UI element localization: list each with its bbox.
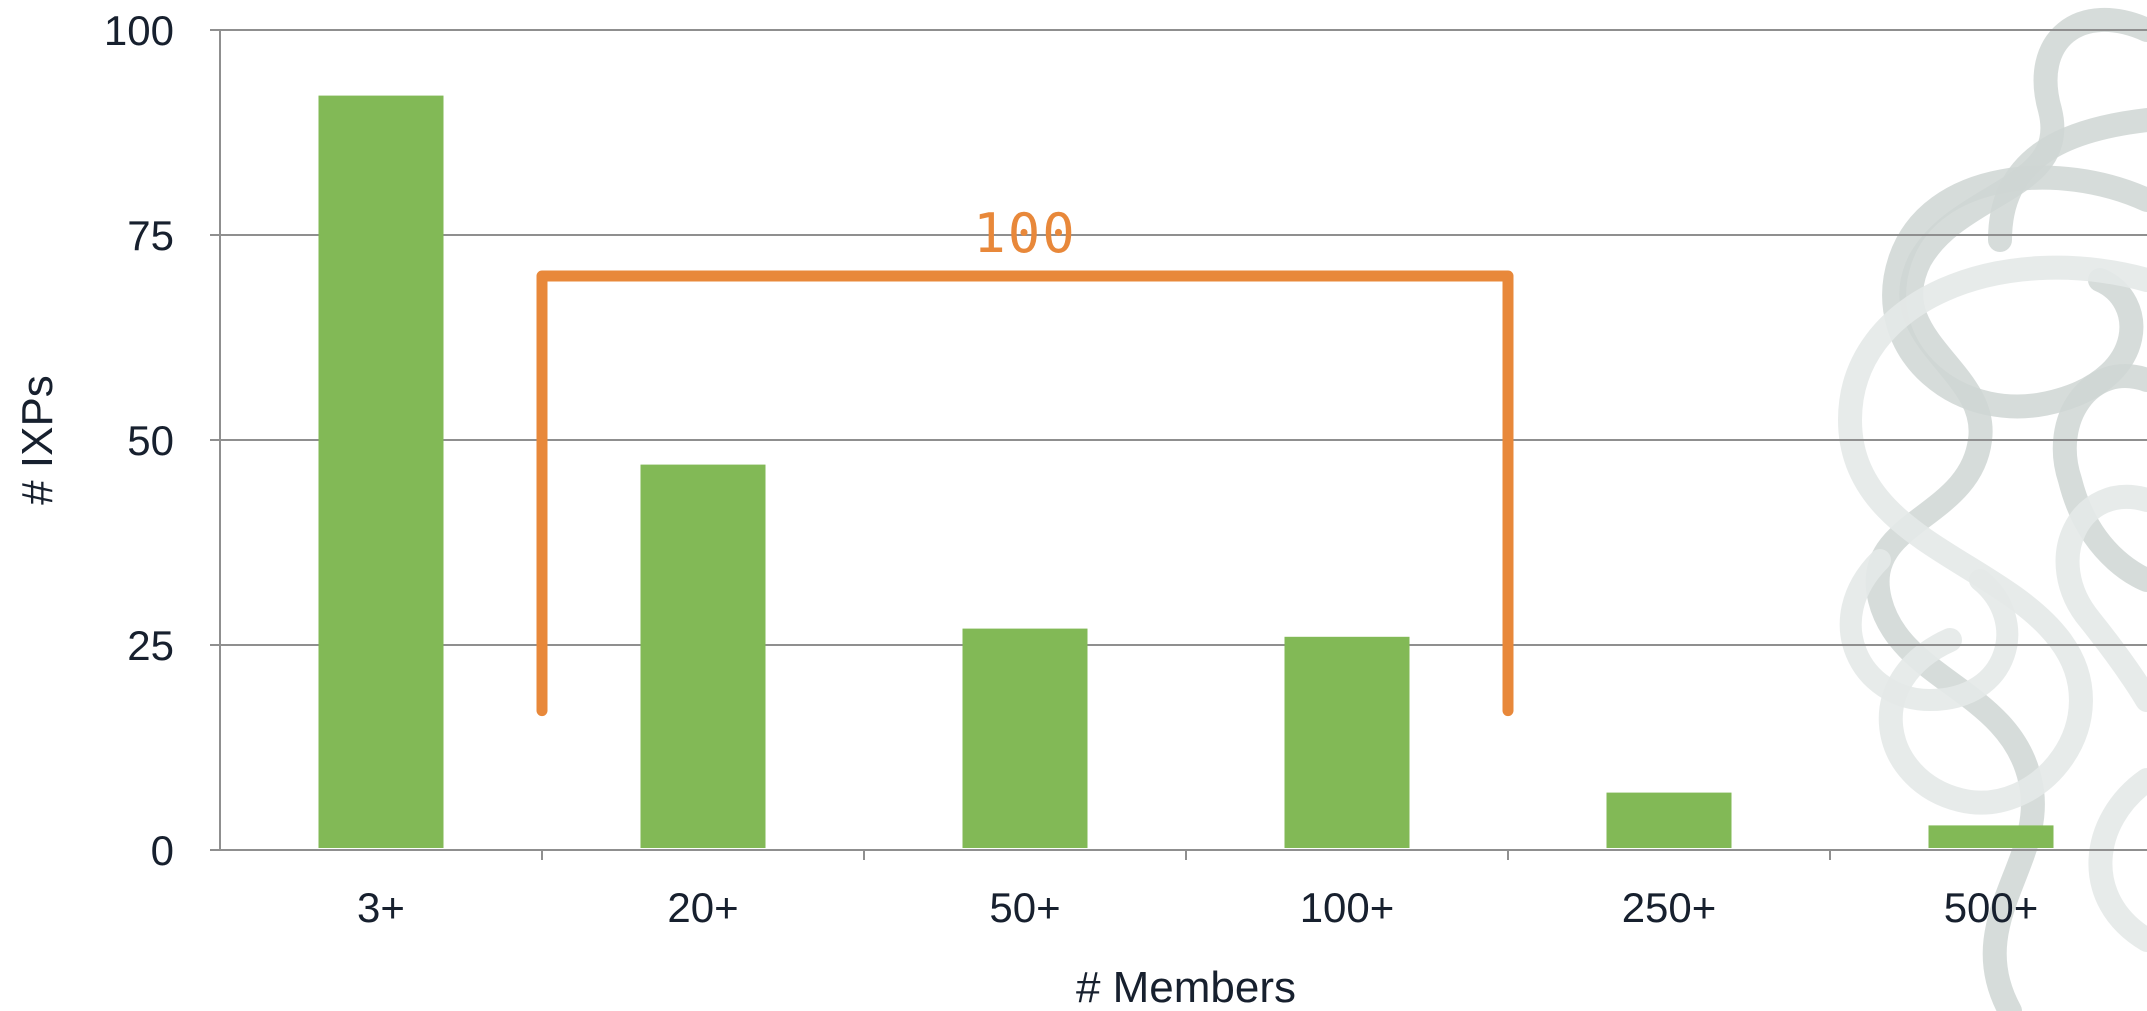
- bar-20+: [640, 464, 766, 848]
- bar-100+: [1284, 636, 1410, 848]
- bracket-annotation: 100: [536, 202, 1514, 717]
- bracket-line: [536, 270, 1514, 717]
- y-tick-label: 0: [151, 827, 174, 874]
- x-tick-label: 500+: [1944, 884, 2039, 931]
- y-tick-label: 25: [127, 622, 174, 669]
- y-tick-label: 50: [127, 417, 174, 464]
- x-axis-title: # Members: [1076, 963, 1296, 1011]
- x-tick-label: 50+: [989, 884, 1060, 931]
- bar-250+: [1606, 792, 1732, 848]
- gridlines: [210, 29, 2147, 646]
- x-tick-label: 250+: [1622, 884, 1717, 931]
- y-tick-label: 75: [127, 212, 174, 259]
- x-tick-label: 3+: [357, 884, 405, 931]
- x-tick-label: 100+: [1300, 884, 1395, 931]
- y-axis-title: # IXPs: [13, 375, 62, 505]
- celtic-knot-watermark-icon: [1837, 8, 2147, 1011]
- y-tick-label: 100: [104, 7, 174, 54]
- axes: [210, 29, 2147, 860]
- tick-labels: 0 25 50 75 100 3+ 20+ 50+ 100+ 250+ 500+: [104, 7, 2038, 931]
- bar-500+: [1928, 825, 2054, 848]
- bracket-label: 100: [973, 202, 1077, 265]
- x-tick-label: 20+: [667, 884, 738, 931]
- bar-50+: [962, 628, 1088, 848]
- bar-3+: [318, 95, 444, 849]
- bars: [318, 95, 2054, 849]
